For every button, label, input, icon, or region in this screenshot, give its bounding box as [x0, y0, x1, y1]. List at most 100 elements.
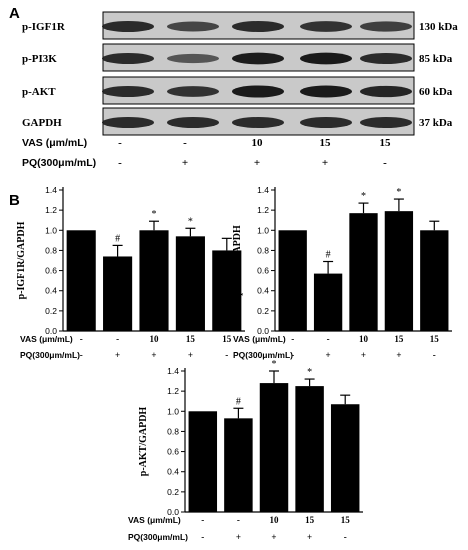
x-pq-value: -: [225, 350, 228, 360]
blot-kda-label: 60 kDa: [419, 86, 453, 98]
panel-a-label: A: [9, 5, 20, 22]
x-vas-value: 10: [150, 334, 160, 344]
y-tick-label: 1.0: [45, 225, 57, 235]
blot-band: [167, 86, 219, 97]
blot-band: [300, 52, 352, 65]
bar: [313, 273, 343, 331]
y-axis-label: p-PI3K/GAPDH: [232, 225, 243, 296]
blot-band: [102, 86, 154, 97]
blot-band: [360, 117, 412, 128]
x-vas-value: 15: [430, 334, 440, 344]
blot-band: [102, 53, 154, 64]
y-axis-label: p-IGF1R/GAPDH: [16, 221, 27, 299]
bar: [139, 230, 169, 331]
x-pq-value: -: [344, 532, 347, 542]
y-tick-label: 0.4: [167, 467, 179, 477]
y-tick-label: 1.2: [257, 205, 269, 215]
y-tick-label: 0.2: [167, 487, 179, 497]
blot-band: [167, 53, 219, 64]
blot-band: [102, 21, 154, 32]
y-tick-label: 0.4: [257, 286, 269, 296]
y-tick-label: 1.2: [167, 386, 179, 396]
x-vas-label: VAS (μm/mL): [233, 334, 286, 344]
x-vas-value: 10: [270, 515, 280, 525]
panel-a-western-blot: A p-IGF1R 130 kDa p-PI3K 85 kDa p-AKT 60 kDa G…: [9, 5, 458, 169]
x-vas-value: 15: [394, 334, 404, 344]
bar: [103, 256, 133, 331]
y-tick-label: 0.4: [45, 286, 57, 296]
panel-b-label: B: [9, 192, 20, 209]
y-tick-label: 1.4: [45, 185, 57, 195]
x-vas-value: -: [116, 334, 119, 344]
blot-band: [232, 52, 284, 65]
blot-band: [360, 53, 412, 64]
x-pq-value: +: [151, 350, 156, 360]
bar: [278, 230, 307, 331]
significance-marker: *: [152, 209, 157, 220]
blot-band: [360, 21, 412, 32]
bar: [224, 418, 253, 512]
y-tick-label: 0.6: [45, 266, 57, 276]
x-pq-value: +: [271, 532, 276, 542]
significance-marker: #: [236, 396, 241, 407]
x-pq-label: PQ(300μm/mL): [20, 350, 80, 360]
x-pq-value: -: [433, 350, 436, 360]
blot-protein-label: p-PI3K: [22, 53, 57, 65]
panel-a-pq-value: +: [254, 157, 260, 169]
y-tick-label: 1.0: [167, 406, 179, 416]
significance-marker: *: [188, 216, 193, 227]
panel-a-vas-value: 10: [252, 137, 264, 149]
blot-band: [232, 117, 284, 128]
x-vas-value: 15: [186, 334, 196, 344]
y-tick-label: 0.6: [257, 266, 269, 276]
chart-p-igf1r: 0.0 0.2 0.4 0.6 0.8 1.0 1.2 1.4 p-IGF1R/GAPDH - - #…: [16, 185, 245, 360]
x-pq-value: -: [201, 532, 204, 542]
panel-a-pq-value: -: [118, 157, 122, 169]
y-tick-label: 0.2: [257, 306, 269, 316]
y-axis-label: p-AKT/GAPDH: [138, 407, 149, 477]
x-pq-value: +: [188, 350, 193, 360]
blot-rows: p-IGF1R 130 kDa p-PI3K 85 kDa p-AKT 60 kDa GAP…: [22, 11, 458, 136]
panel-a-pq-value: -: [383, 157, 387, 169]
panel-a-vas-value: 15: [320, 137, 332, 149]
y-tick-label: 0.8: [45, 245, 57, 255]
y-tick-label: 0.0: [45, 326, 57, 336]
blot-protein-label: p-AKT: [22, 86, 56, 98]
significance-marker: *: [396, 187, 401, 198]
blot-protein-label: GAPDH: [22, 117, 62, 129]
bar: [188, 411, 218, 512]
significance-marker: #: [115, 233, 120, 244]
y-tick-label: 1.2: [45, 205, 57, 215]
x-pq-label: PQ(300μm/mL): [233, 350, 293, 360]
panel-a-vas-value: -: [183, 137, 187, 149]
blot-band: [232, 85, 284, 98]
y-tick-label: 0.0: [257, 326, 269, 336]
blot-band: [300, 117, 352, 128]
panel-a-vas-label: VAS (μm/mL): [22, 137, 87, 149]
x-pq-value: +: [361, 350, 366, 360]
panel-a-pq-value: +: [182, 157, 188, 169]
y-tick-label: 0.8: [257, 245, 269, 255]
bar: [259, 383, 289, 512]
x-pq-value: +: [236, 532, 241, 542]
panel-a-vas-value: 15: [380, 137, 392, 149]
y-tick-label: 1.4: [257, 185, 269, 195]
x-vas-value: -: [291, 334, 294, 344]
chart-p-akt: 0.0 0.2 0.4 0.6 0.8 1.0 1.2 1.4 p-AKT/GAPDH - - # - +…: [128, 359, 363, 542]
bar: [384, 211, 414, 331]
blot-kda-label: 37 kDa: [419, 117, 453, 129]
significance-marker: *: [272, 359, 277, 370]
blot-band: [102, 117, 154, 128]
bar: [175, 236, 205, 331]
panel-a-pq-label: PQ(300μm/mL): [22, 157, 96, 169]
x-vas-value: -: [327, 334, 330, 344]
y-tick-label: 0.8: [167, 426, 179, 436]
x-vas-value: 15: [341, 515, 351, 525]
y-tick-label: 0.0: [167, 507, 179, 517]
x-pq-value: +: [396, 350, 401, 360]
x-vas-value: -: [80, 334, 83, 344]
panel-a-vas-value: -: [118, 137, 122, 149]
blot-band: [232, 21, 284, 32]
bar: [66, 230, 96, 331]
x-vas-value: 10: [359, 334, 369, 344]
